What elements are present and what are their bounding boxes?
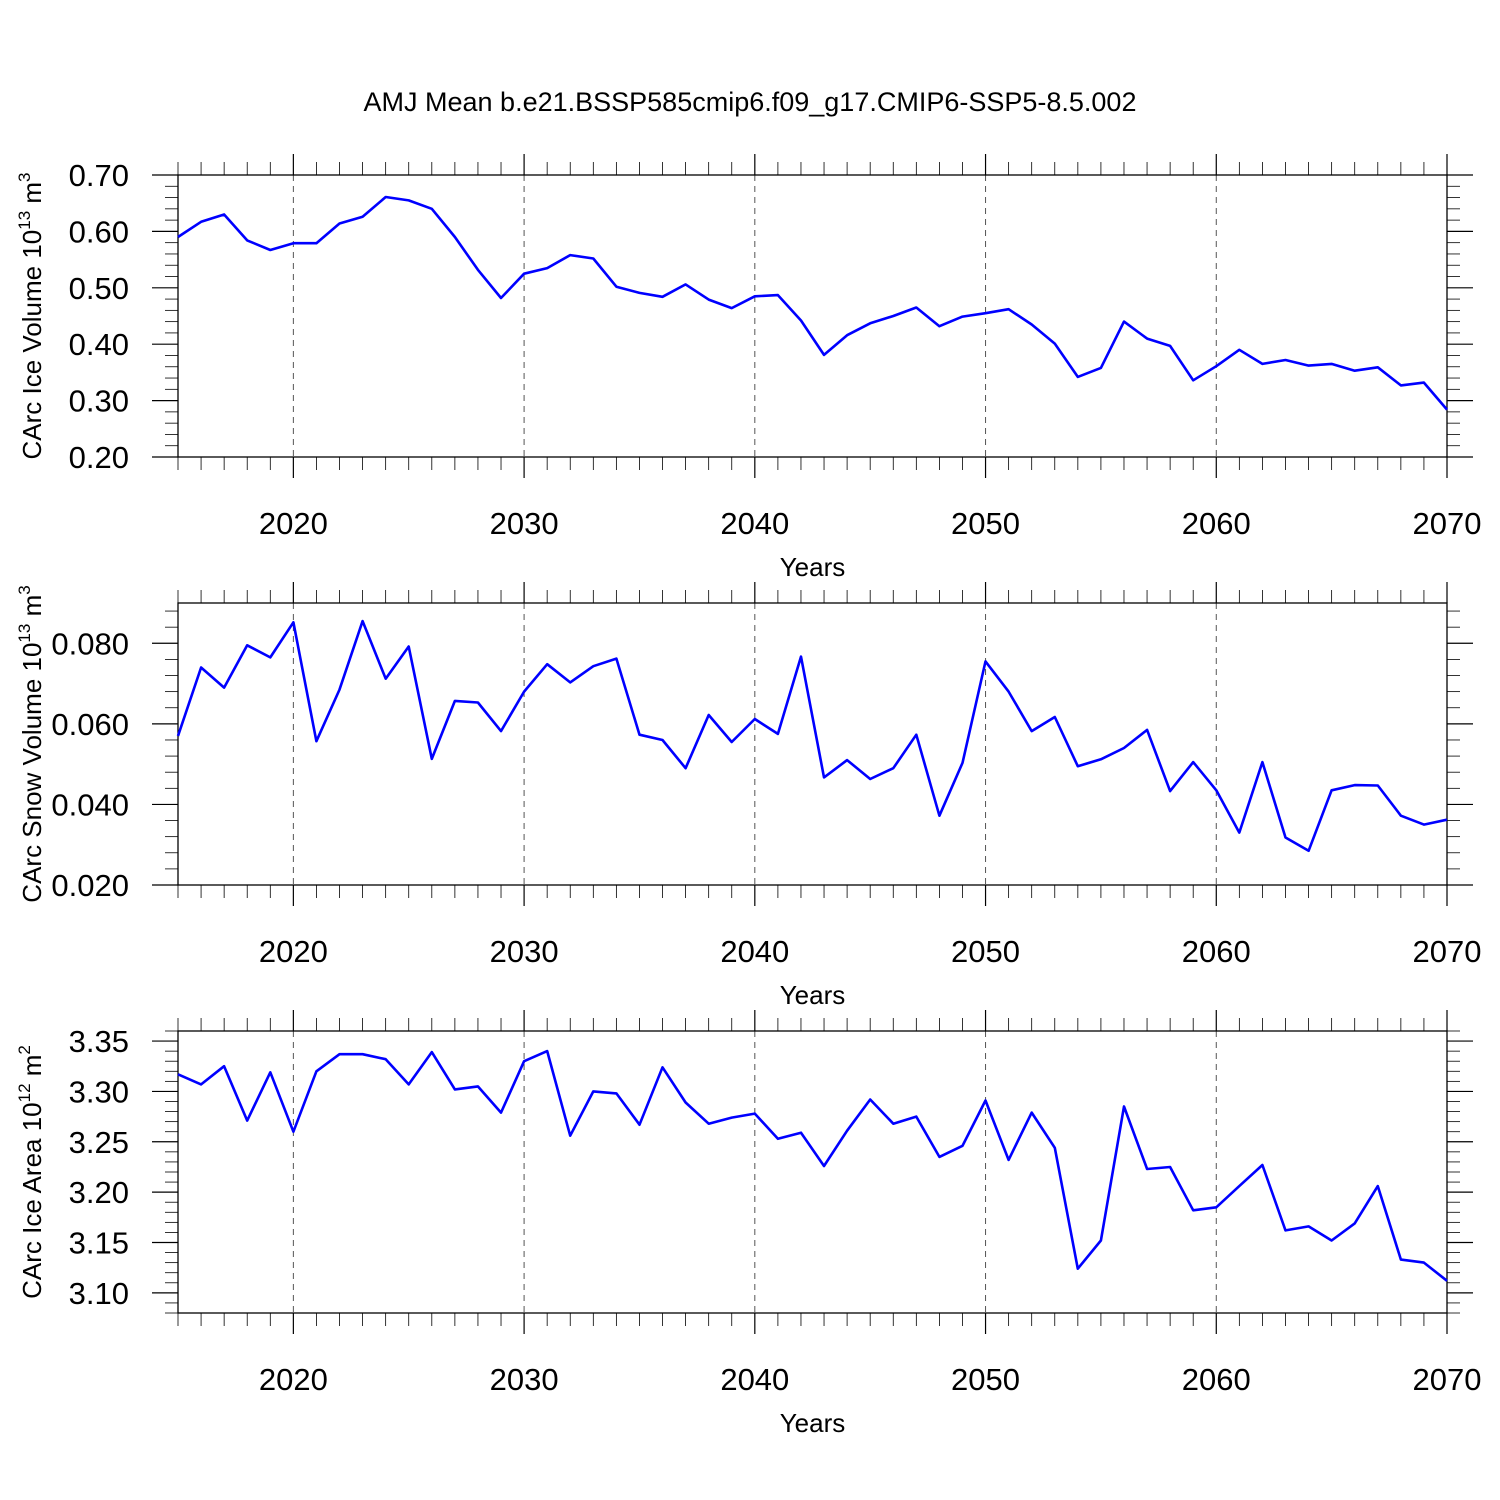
y-axis-label: CArc Snow Volume 1013 m3 <box>15 585 47 902</box>
plot-frame <box>177 602 1448 886</box>
x-tick-label-2020: 2020 <box>259 1362 328 1397</box>
y-axis-label-exponent: 13 <box>15 624 34 643</box>
chart-panel-2: 2020 2030 2040 2050 2060 2070 0.020 0.040 0.060 0… <box>15 582 1481 1010</box>
y-axis-label: CArc Ice Volume 1013 m3 <box>15 172 47 459</box>
series-line-1 <box>177 1049 1448 1282</box>
series-line-1 <box>177 195 1448 411</box>
y-tick-label-3.35: 3.35 <box>69 1024 129 1059</box>
x-tick-label-2050: 2050 <box>951 1362 1020 1397</box>
y-tick-label-3.20: 3.20 <box>69 1175 129 1210</box>
x-tick-label-2030: 2030 <box>490 506 559 541</box>
y-axis-label: CArc Ice Area 1012 m2 <box>15 1045 47 1299</box>
x-tick-label-2070: 2070 <box>1413 1362 1482 1397</box>
y-tick-label-0.30: 0.30 <box>69 384 129 419</box>
chart-panel-3: 2020 2030 2040 2050 2060 2070 3.10 3.15 3.20 3.25… <box>15 1010 1481 1438</box>
y-axis-label-unit-exponent: 2 <box>15 1045 34 1054</box>
plot-frame <box>177 1030 1448 1314</box>
x-tick-label-2020: 2020 <box>259 934 328 969</box>
y-axis-label-unit: m <box>17 1055 47 1084</box>
x-axis-label: Years <box>780 552 846 582</box>
x-axis-label: Years <box>780 1408 846 1438</box>
x-tick-label-2070: 2070 <box>1413 934 1482 969</box>
x-tick-label-2040: 2040 <box>720 506 789 541</box>
y-axis-label-exponent: 13 <box>15 211 34 230</box>
y-axis-label-unit: m <box>17 182 47 211</box>
x-tick-label-2030: 2030 <box>490 1362 559 1397</box>
x-tick-label-2050: 2050 <box>951 934 1020 969</box>
x-tick-label-2070: 2070 <box>1413 506 1482 541</box>
series-line-1 <box>176 619 1448 853</box>
y-axis-label-unit: m <box>17 595 47 624</box>
y-axis-label-text: CArc Snow Volume 10 <box>17 643 47 903</box>
x-tick-label-2040: 2040 <box>720 934 789 969</box>
y-tick-label-3.25: 3.25 <box>69 1125 129 1160</box>
y-tick-label-0.20: 0.20 <box>69 440 129 475</box>
y-axis-label-text: CArc Ice Volume 10 <box>17 230 47 460</box>
y-tick-label-0.080: 0.080 <box>51 626 129 661</box>
y-axis-label-text: CArc Ice Area 10 <box>17 1102 47 1299</box>
y-tick-label-0.020: 0.020 <box>51 868 129 903</box>
y-tick-label-0.50: 0.50 <box>69 271 129 306</box>
x-tick-label-2040: 2040 <box>720 1362 789 1397</box>
y-tick-label-0.70: 0.70 <box>69 158 129 193</box>
y-tick-label-3.30: 3.30 <box>69 1074 129 1109</box>
y-axis-label-unit-exponent: 3 <box>15 585 34 594</box>
x-tick-label-2050: 2050 <box>951 506 1020 541</box>
x-tick-label-2020: 2020 <box>259 506 328 541</box>
figure-title: AMJ Mean b.e21.BSSP585cmip6.f09_g17.CMIP… <box>364 87 1137 117</box>
y-axis-label-unit-exponent: 3 <box>15 172 34 181</box>
y-axis-label-exponent: 12 <box>15 1083 34 1102</box>
y-tick-label-0.40: 0.40 <box>69 327 129 362</box>
y-tick-label-0.060: 0.060 <box>51 707 129 742</box>
x-axis-label: Years <box>780 980 846 1010</box>
x-tick-label-2060: 2060 <box>1182 506 1251 541</box>
plot-frame <box>177 174 1448 458</box>
x-tick-label-2030: 2030 <box>490 934 559 969</box>
x-tick-label-2060: 2060 <box>1182 1362 1251 1397</box>
y-tick-label-3.15: 3.15 <box>69 1226 129 1261</box>
chart-panel-1: 2020 2030 2040 2050 2060 2070 0.20 0.30 0.40 0.50… <box>15 154 1481 582</box>
x-tick-label-2060: 2060 <box>1182 934 1251 969</box>
y-tick-label-0.040: 0.040 <box>51 787 129 822</box>
panels: 2020 2030 2040 2050 2060 2070 0.20 0.30 0.40 0.50… <box>15 154 1481 1438</box>
y-tick-label-3.10: 3.10 <box>69 1276 129 1311</box>
y-tick-label-0.60: 0.60 <box>69 214 129 249</box>
